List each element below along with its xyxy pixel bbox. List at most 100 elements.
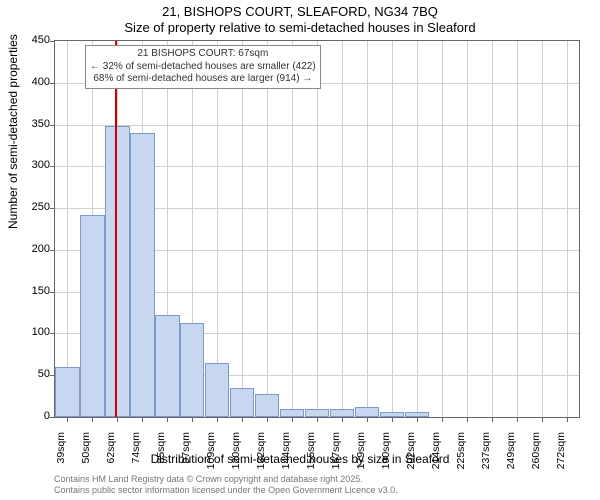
histogram-bar (355, 407, 379, 417)
grid-line-v (567, 41, 568, 417)
annotation-box: 21 BISHOPS COURT: 67sqm← 32% of semi-det… (85, 45, 321, 89)
grid-line-v (292, 41, 293, 417)
x-tick-label: 202sqm (405, 432, 417, 472)
reference-line (115, 41, 117, 417)
y-tick-label: 150 (10, 285, 50, 297)
x-tick (217, 417, 218, 422)
y-tick (50, 83, 55, 84)
grid-line-v (542, 41, 543, 417)
x-tick (567, 417, 568, 422)
footer-line2: Contains public sector information licen… (54, 485, 398, 496)
y-tick (50, 292, 55, 293)
x-tick-label: 179sqm (355, 432, 367, 472)
x-tick-label: 155sqm (305, 432, 317, 472)
grid-line-v (492, 41, 493, 417)
grid-line-v (242, 41, 243, 417)
y-tick-label: 250 (10, 201, 50, 213)
x-tick-label: 249sqm (505, 432, 517, 472)
histogram-bar (205, 363, 229, 417)
chart-title-line2: Size of property relative to semi-detach… (0, 20, 600, 35)
x-tick-label: 190sqm (380, 432, 392, 472)
annotation-line: 68% of semi-detached houses are larger (… (90, 73, 316, 86)
x-tick (367, 417, 368, 422)
y-tick (50, 333, 55, 334)
grid-line-v (217, 41, 218, 417)
x-tick (167, 417, 168, 422)
x-tick (117, 417, 118, 422)
y-tick (50, 166, 55, 167)
annotation-line: ← 32% of semi-detached houses are smalle… (90, 61, 316, 74)
x-tick-label: 132sqm (255, 432, 267, 472)
x-tick (67, 417, 68, 422)
x-tick (342, 417, 343, 422)
y-tick-label: 200 (10, 243, 50, 255)
plot-area: 21 BISHOPS COURT: 67sqm← 32% of semi-det… (54, 40, 580, 418)
x-tick (417, 417, 418, 422)
grid-line-v (317, 41, 318, 417)
x-tick-label: 260sqm (530, 432, 542, 472)
histogram-bar (280, 409, 304, 417)
histogram-bar (255, 394, 279, 417)
x-tick-label: 237sqm (480, 432, 492, 472)
x-tick-label: 74sqm (130, 432, 142, 472)
grid-line-v (517, 41, 518, 417)
x-tick (517, 417, 518, 422)
y-tick-label: 100 (10, 326, 50, 338)
y-tick (50, 417, 55, 418)
grid-line-v (67, 41, 68, 417)
x-tick (317, 417, 318, 422)
chart-footer: Contains HM Land Registry data © Crown c… (54, 474, 398, 496)
x-tick (467, 417, 468, 422)
x-tick-label: 167sqm (330, 432, 342, 472)
y-axis-label: Number of semi-detached properties (6, 34, 20, 229)
x-tick (192, 417, 193, 422)
x-tick-label: 214sqm (430, 432, 442, 472)
footer-line1: Contains HM Land Registry data © Crown c… (54, 474, 398, 485)
x-tick (242, 417, 243, 422)
grid-line-v (467, 41, 468, 417)
chart-container: 21, BISHOPS COURT, SLEAFORD, NG34 7BQ Si… (0, 0, 600, 500)
y-tick-label: 50 (10, 368, 50, 380)
x-tick (392, 417, 393, 422)
x-tick-label: 50sqm (80, 432, 92, 472)
y-tick-label: 0 (10, 410, 50, 422)
y-tick (50, 208, 55, 209)
grid-line-v (367, 41, 368, 417)
histogram-bar (130, 133, 154, 417)
y-tick (50, 41, 55, 42)
x-tick (92, 417, 93, 422)
grid-line-v (267, 41, 268, 417)
y-tick-label: 400 (10, 76, 50, 88)
x-tick-label: 144sqm (280, 432, 292, 472)
y-tick (50, 125, 55, 126)
x-tick-label: 62sqm (105, 432, 117, 472)
grid-line-v (342, 41, 343, 417)
annotation-line: 21 BISHOPS COURT: 67sqm (90, 48, 316, 61)
histogram-bar (330, 409, 354, 417)
histogram-bar (105, 126, 129, 417)
y-tick-label: 350 (10, 118, 50, 130)
x-tick-label: 97sqm (180, 432, 192, 472)
x-tick (492, 417, 493, 422)
histogram-bar (305, 409, 329, 417)
x-tick-label: 225sqm (455, 432, 467, 472)
x-tick-label: 272sqm (555, 432, 567, 472)
grid-line-v (392, 41, 393, 417)
x-tick (292, 417, 293, 422)
histogram-bar (230, 388, 254, 417)
x-tick (542, 417, 543, 422)
histogram-bar (80, 215, 104, 417)
x-tick-label: 109sqm (205, 432, 217, 472)
x-tick (267, 417, 268, 422)
histogram-bar (55, 367, 79, 417)
y-tick (50, 250, 55, 251)
histogram-bar (155, 315, 179, 417)
chart-title-line1: 21, BISHOPS COURT, SLEAFORD, NG34 7BQ (0, 4, 600, 19)
x-tick (442, 417, 443, 422)
y-tick-label: 450 (10, 34, 50, 46)
x-tick (142, 417, 143, 422)
x-tick-label: 120sqm (230, 432, 242, 472)
histogram-bar (180, 323, 204, 417)
x-tick-label: 85sqm (155, 432, 167, 472)
y-tick-label: 300 (10, 159, 50, 171)
